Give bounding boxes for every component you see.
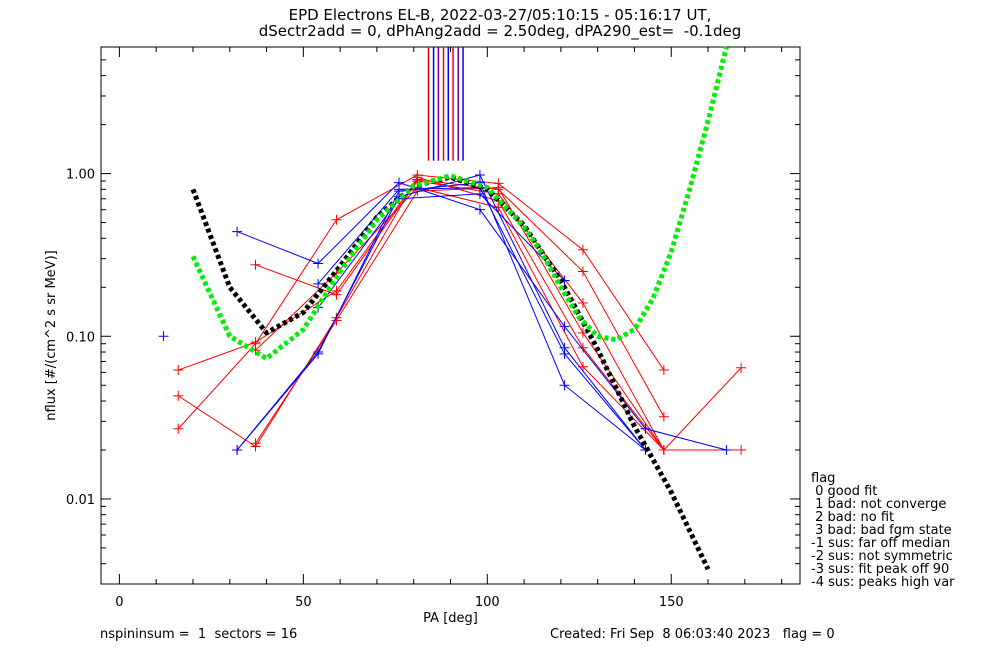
legend-item: 2 bad: no fit: [811, 510, 895, 525]
series-line: [255, 187, 665, 451]
y-tick-label: 0.10: [66, 330, 95, 345]
series-line: [236, 182, 646, 451]
series-line: [255, 180, 742, 451]
data-point: [721, 444, 732, 455]
data-point: [331, 214, 342, 225]
data-point: [493, 202, 504, 213]
x-tick-label: 50: [295, 595, 312, 610]
y-tick-label: 0.01: [66, 493, 95, 508]
data-point: [158, 331, 169, 342]
x-axis-label: PA [deg]: [423, 611, 478, 626]
data-point: [474, 188, 485, 199]
legend-title: flag: [811, 471, 836, 486]
legend-item: -1 sus: far off median: [811, 536, 951, 551]
data-point: [493, 182, 504, 193]
legend-item: -4 sus: peaks high var: [811, 575, 955, 590]
data-point: [313, 258, 324, 269]
data-point: [250, 259, 261, 270]
data-point: [577, 298, 588, 309]
footer-created-info: Created: Fri Sep 8 06:03:40 2023 flag = …: [550, 627, 835, 642]
data-point: [393, 184, 404, 195]
series-line: [177, 176, 742, 451]
footer-sector-info: nspininsum = 1 sectors = 16: [100, 627, 298, 642]
legend-item: 3 bad: bad fgm state: [811, 523, 952, 538]
data-point: [250, 438, 261, 449]
data-point: [559, 348, 570, 359]
legend-item: 0 good fit: [811, 484, 878, 499]
data-point: [173, 390, 184, 401]
data-point: [313, 348, 324, 359]
series-line: [177, 174, 665, 430]
plot-frame: [100, 46, 801, 585]
series-line: [236, 174, 646, 451]
data-point: [474, 204, 485, 215]
fit-curve-black: [190, 174, 711, 571]
x-tick-label: 0: [115, 595, 123, 610]
legend-item: -2 sus: not symmetric: [811, 549, 953, 564]
series-line: [255, 187, 665, 451]
chart-title-line2: dSectr2add = 0, dPhAng2add = 2.50deg, dP…: [258, 22, 742, 40]
data-point: [658, 411, 669, 422]
y-axis-label: nflux [#/(cm^2 s sr MeV)]: [44, 250, 59, 420]
data-point: [577, 244, 588, 255]
data-point: [559, 321, 570, 332]
flag-legend: flag 0 good fit 1 bad: not converge 2 ba…: [811, 472, 955, 589]
data-point: [658, 444, 669, 455]
series-line: [317, 193, 565, 308]
data-point: [232, 226, 243, 237]
x-tick-label: 150: [659, 595, 684, 610]
data-point: [640, 423, 651, 434]
x-tick-label: 100: [475, 595, 500, 610]
data-point: [577, 266, 588, 277]
legend-item: 1 bad: not converge: [811, 497, 947, 512]
legend-item: -3 sus: fit peak off 90: [811, 562, 950, 577]
data-point: [577, 342, 588, 353]
data-point: [313, 278, 324, 289]
y-tick-label: 1.00: [66, 168, 95, 183]
data-point: [658, 365, 669, 376]
data-point: [232, 444, 243, 455]
data-point: [173, 423, 184, 434]
chart-title-line1: EPD Electrons EL-B, 2022-03-27/05:10:15 …: [288, 6, 712, 24]
data-point: [736, 362, 747, 373]
data-point: [736, 444, 747, 455]
data-point: [331, 289, 342, 300]
data-point: [559, 380, 570, 391]
data-point: [173, 365, 184, 376]
